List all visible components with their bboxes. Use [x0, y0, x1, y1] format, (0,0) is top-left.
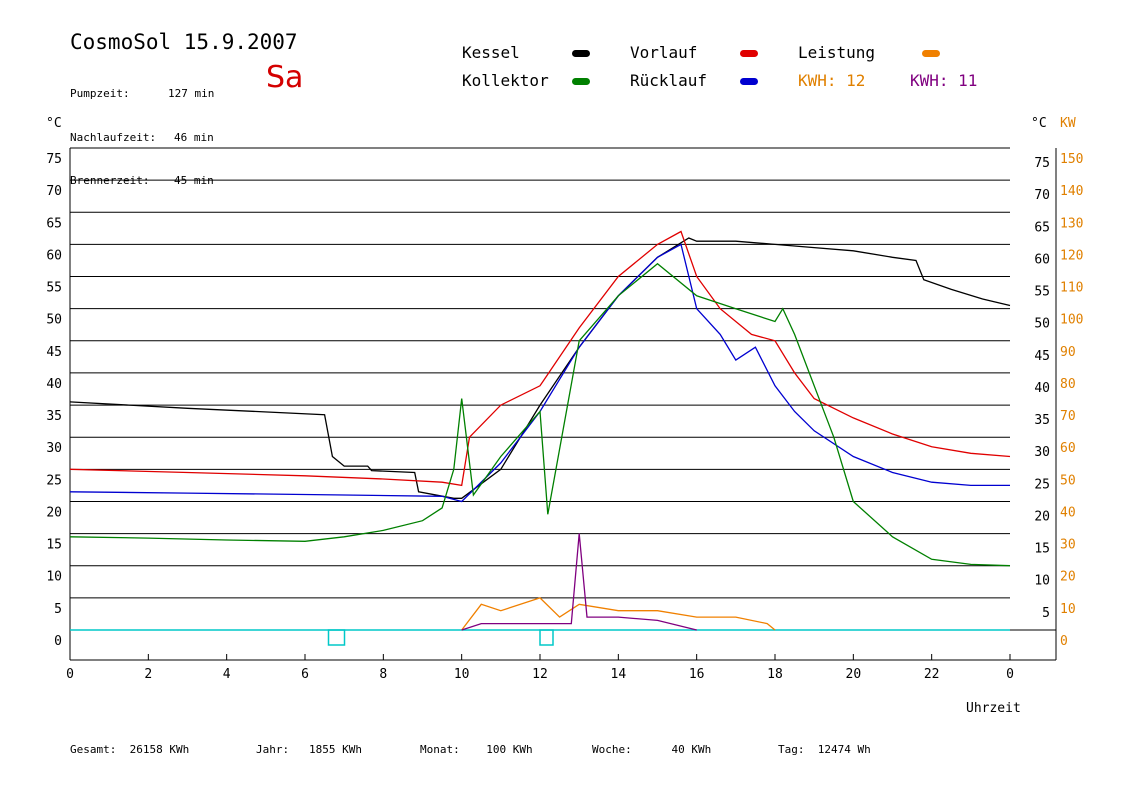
x-tick-label-9: 18 [767, 667, 783, 682]
x-tick-label-11: 22 [924, 667, 940, 682]
y-right-tick-20: 20 [1034, 509, 1050, 524]
y-left-tick-10: 10 [46, 570, 62, 585]
footer-jahr: Jahr: 1855 KWh [256, 743, 362, 756]
y-right-tick-45: 45 [1034, 349, 1050, 364]
y-right-tick-5: 5 [1042, 606, 1050, 621]
footer-gesamt: Gesamt: 26158 KWh [70, 743, 190, 756]
footer-monat: Monat: 100 KWh [420, 743, 533, 756]
stat-nachlaufzeit: Nachlaufzeit: 46 min [70, 130, 214, 144]
y-left-tick-65: 65 [46, 216, 62, 231]
chart-title: CosmoSol 15.9.2007 [70, 30, 298, 54]
y-right-tick-30: 30 [1034, 445, 1050, 460]
x-tick-label-2: 4 [223, 667, 231, 682]
kw-tick-90: 90 [1060, 345, 1076, 360]
kw-tick-100: 100 [1060, 313, 1083, 328]
legend-kessel-label: Kessel [462, 43, 520, 62]
legend-kollektor-swatch [572, 78, 590, 85]
x-tick-label-0: 0 [66, 667, 74, 682]
y-left-tick-45: 45 [46, 345, 62, 360]
y-left-tick-70: 70 [46, 184, 62, 199]
y-left-tick-15: 15 [46, 538, 62, 553]
kw-axis-unit: KW [1060, 116, 1076, 131]
y-left-tick-25: 25 [46, 473, 62, 488]
kw-tick-130: 130 [1060, 216, 1083, 231]
kw-tick-50: 50 [1060, 473, 1076, 488]
series-line-kwh [461, 533, 697, 631]
kw-tick-70: 70 [1060, 409, 1076, 424]
y-left-tick-20: 20 [46, 505, 62, 520]
left-axis-unit: °C [46, 116, 62, 131]
legend-ruecklauf-swatch [740, 78, 758, 85]
y-left-tick-35: 35 [46, 409, 62, 424]
kw-tick-30: 30 [1060, 538, 1076, 553]
kw-tick-20: 20 [1060, 570, 1076, 585]
y-right-tick-70: 70 [1034, 188, 1050, 203]
x-tick-label-6: 12 [532, 667, 548, 682]
footer-tag: Tag: 12474 Wh [778, 743, 871, 756]
x-tick-label-7: 14 [611, 667, 627, 682]
pump-marker [327, 629, 346, 646]
x-tick-label-10: 20 [846, 667, 862, 682]
series-line-rcklauf [69, 243, 1010, 503]
footer-woche: Woche: 40 KWh [592, 743, 712, 756]
kw-tick-120: 120 [1060, 248, 1083, 263]
y-left-tick-40: 40 [46, 377, 62, 392]
legend-leistung-label: Leistung [798, 43, 876, 62]
y-right-tick-65: 65 [1034, 220, 1050, 235]
kw-tick-140: 140 [1060, 184, 1083, 199]
y-left-tick-60: 60 [46, 248, 62, 263]
x-tick-label-12: 0 [1006, 667, 1014, 682]
burner-marker [539, 629, 554, 646]
x-tick-label-5: 10 [454, 667, 470, 682]
legend-kollektor-label: Kollektor [462, 71, 549, 90]
y-right-tick-10: 10 [1034, 574, 1050, 589]
kw-tick-150: 150 [1060, 152, 1083, 167]
legend-vorlauf-swatch [740, 50, 758, 57]
legend-ruecklauf-label: Rücklauf [630, 71, 708, 90]
x-axis-label: Uhrzeit [966, 701, 1021, 716]
y-left-tick-30: 30 [46, 441, 62, 456]
y-left-tick-5: 5 [54, 602, 62, 617]
series-line-kessel [69, 237, 1011, 499]
x-tick-label-4: 8 [379, 667, 387, 682]
y-right-tick-55: 55 [1034, 285, 1050, 300]
weekday-label: Sa [266, 60, 304, 95]
y-left-tick-50: 50 [46, 313, 62, 328]
kw-tick-0: 0 [1060, 634, 1068, 649]
series-line-leistung [461, 597, 776, 631]
y-left-tick-0: 0 [54, 634, 62, 649]
kw-tick-110: 110 [1060, 281, 1083, 296]
y-right-tick-75: 75 [1034, 156, 1050, 171]
y-left-tick-75: 75 [46, 152, 62, 167]
series-line-vorlauf [69, 230, 1011, 487]
kw-tick-40: 40 [1060, 505, 1076, 520]
y-right-tick-25: 25 [1034, 477, 1050, 492]
x-tick-label-8: 16 [689, 667, 705, 682]
stat-pumpzeit: Pumpzeit: 127 min [70, 87, 215, 100]
series-line-kollektor [69, 262, 1011, 567]
y-right-tick-40: 40 [1034, 381, 1050, 396]
x-tick-label-1: 2 [144, 667, 152, 682]
right-axis-unit: °C [1031, 116, 1047, 131]
legend-kessel-swatch [572, 50, 590, 57]
kw-tick-60: 60 [1060, 441, 1076, 456]
legend-kwh2: KWH: 11 [910, 71, 978, 90]
kw-tick-10: 10 [1060, 602, 1076, 617]
x-tick-label-3: 6 [301, 667, 309, 682]
y-left-tick-55: 55 [46, 281, 62, 296]
y-right-tick-35: 35 [1034, 413, 1050, 428]
legend-kwh1: KWH: 12 [798, 71, 866, 90]
y-right-tick-60: 60 [1034, 252, 1050, 267]
y-right-tick-15: 15 [1034, 542, 1050, 557]
kw-tick-80: 80 [1060, 377, 1076, 392]
legend-leistung-swatch [922, 50, 940, 57]
y-right-tick-50: 50 [1034, 317, 1050, 332]
legend-vorlauf-label: Vorlauf [630, 43, 698, 62]
